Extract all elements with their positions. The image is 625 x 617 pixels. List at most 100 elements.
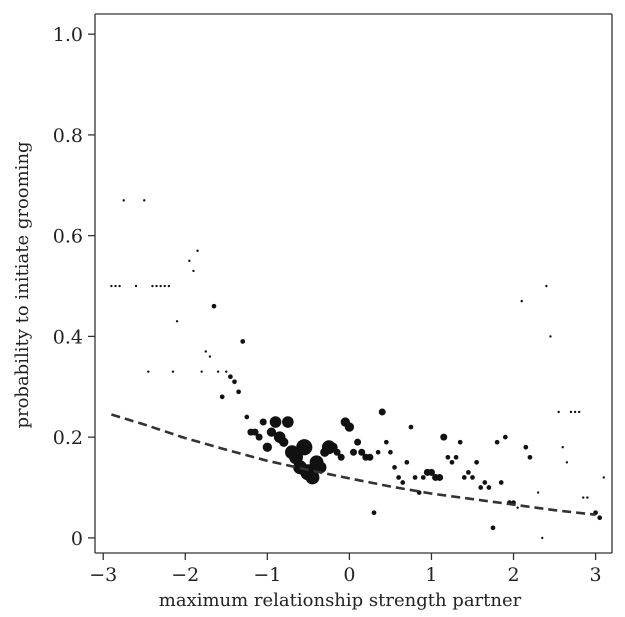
y-tick-label: 0	[71, 528, 83, 550]
data-point	[333, 448, 341, 456]
data-point	[470, 475, 475, 480]
data-point	[586, 496, 589, 499]
data-point	[350, 448, 357, 456]
data-point	[597, 515, 603, 521]
data-point	[445, 454, 451, 460]
data-point	[216, 370, 220, 373]
x-axis-ticks: −3 −2 −1 0 1 2 3	[89, 553, 602, 586]
data-point	[196, 249, 199, 252]
data-point	[188, 259, 191, 263]
data-point	[565, 461, 569, 464]
data-point	[502, 434, 508, 440]
y-tick-label: 1.0	[53, 24, 83, 46]
data-point	[461, 475, 467, 480]
y-tick-label: 0.8	[53, 125, 83, 147]
data-point	[396, 475, 401, 480]
data-point	[375, 449, 381, 455]
data-point	[244, 414, 250, 420]
data-point	[536, 491, 540, 494]
data-point	[404, 459, 410, 465]
data-point	[523, 444, 529, 450]
y-tick-label: 0.2	[53, 427, 83, 449]
data-point	[541, 536, 544, 540]
axes	[94, 13, 613, 554]
data-point	[420, 475, 426, 480]
data-point	[453, 454, 459, 460]
data-point	[155, 284, 158, 288]
data-point	[225, 370, 228, 373]
data-point	[358, 448, 366, 456]
data-point	[408, 424, 414, 430]
x-tick-label: 0	[343, 564, 355, 586]
data-point	[520, 299, 523, 303]
data-point	[400, 480, 406, 485]
data-point	[159, 284, 162, 288]
data-point	[296, 439, 313, 456]
data-point	[122, 199, 125, 202]
data-point	[143, 199, 146, 202]
data-point	[200, 370, 203, 373]
x-tick-label: 3	[590, 564, 602, 586]
y-tick-label: 0.6	[53, 226, 83, 248]
x-axis-label: maximum relationship strength partner	[159, 590, 522, 611]
data-point	[269, 416, 282, 428]
data-point	[498, 480, 504, 485]
x-tick-label: −3	[89, 564, 117, 586]
data-point	[440, 433, 448, 441]
data-point	[383, 439, 389, 445]
data-point	[449, 459, 455, 465]
fit-line	[111, 413, 596, 516]
data-point	[527, 454, 533, 460]
data-point	[573, 410, 577, 414]
data-point	[255, 433, 263, 441]
data-point	[371, 510, 377, 516]
data-point	[251, 428, 259, 436]
data-point	[279, 437, 289, 447]
data-point	[219, 394, 225, 400]
data-point	[114, 284, 117, 288]
data-point	[147, 370, 150, 373]
data-point	[337, 453, 345, 461]
data-point	[457, 439, 463, 445]
data-point	[478, 485, 484, 490]
y-axis-label: probability to initiate grooming	[12, 141, 33, 428]
data-point	[354, 438, 362, 446]
data-point	[228, 374, 233, 380]
data-point	[436, 473, 444, 481]
data-point	[259, 418, 267, 426]
data-point	[167, 284, 171, 288]
data-point	[486, 485, 492, 490]
data-point	[427, 468, 435, 476]
data-point	[474, 459, 479, 465]
data-point	[314, 461, 327, 474]
data-point	[516, 506, 519, 509]
data-point	[557, 410, 560, 414]
data-point	[192, 269, 195, 273]
data-point	[151, 284, 154, 288]
data-point	[110, 284, 113, 288]
data-point	[240, 339, 246, 344]
data-point	[549, 335, 552, 338]
data-point	[134, 284, 138, 288]
data-point	[282, 416, 294, 428]
data-point	[561, 446, 564, 449]
data-point	[582, 496, 585, 499]
data-point	[602, 476, 605, 479]
data-point	[569, 410, 573, 414]
data-point	[344, 422, 355, 432]
data-point	[378, 408, 386, 416]
data-point	[577, 410, 581, 414]
data-point	[175, 320, 179, 323]
x-tick-label: −2	[171, 564, 199, 586]
data-point	[482, 480, 488, 485]
data-point	[392, 465, 397, 470]
fit-line-group	[111, 413, 596, 516]
data-point	[118, 284, 121, 288]
y-tick-label: 0.4	[53, 326, 83, 348]
data-point	[388, 449, 393, 455]
data-point	[232, 379, 237, 385]
x-tick-label: 1	[425, 564, 437, 586]
data-point	[204, 350, 207, 353]
data-point	[494, 439, 500, 445]
